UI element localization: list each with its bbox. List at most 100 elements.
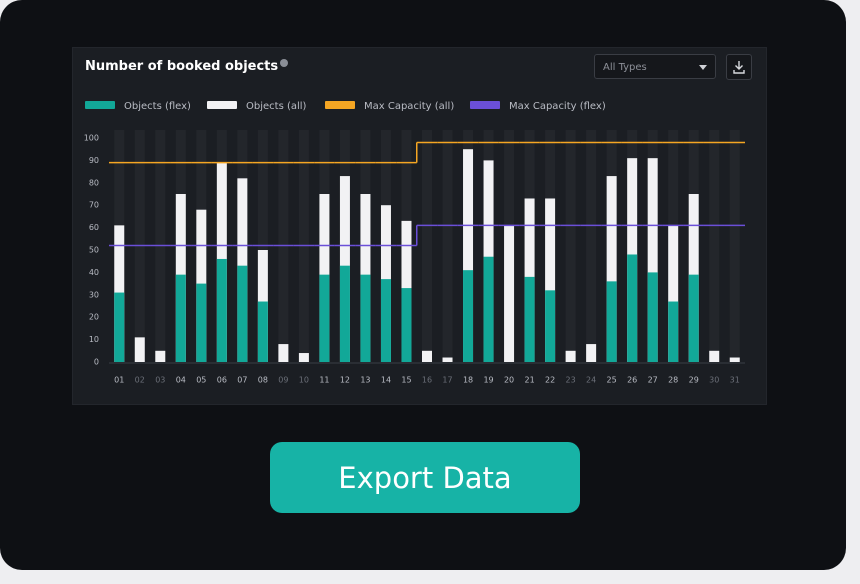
bar [483, 256, 494, 362]
bar [257, 301, 268, 362]
bar [134, 337, 145, 362]
x-tick-label: 13 [360, 376, 370, 385]
bar [237, 265, 248, 362]
legend-label: Max Capacity (all) [364, 101, 454, 112]
x-tick-label: 03 [155, 376, 165, 385]
x-tick-label: 26 [627, 376, 637, 385]
bar [709, 350, 720, 362]
export-button[interactable]: Export Data [270, 442, 580, 513]
x-tick-label: 20 [504, 376, 514, 385]
bar [463, 149, 474, 362]
legend-label: Objects (flex) [124, 101, 191, 112]
y-tick-label: 20 [89, 313, 99, 322]
x-tick-label: 07 [237, 376, 247, 385]
bar [627, 254, 638, 362]
bar [298, 353, 309, 362]
bar [668, 225, 679, 362]
x-tick-label: 14 [381, 376, 391, 385]
x-tick-label: 02 [135, 376, 145, 385]
bar [545, 198, 556, 362]
bar [155, 350, 166, 362]
x-tick-label: 28 [668, 376, 678, 385]
x-tick-label: 06 [217, 376, 227, 385]
x-tick-label: 18 [463, 376, 473, 385]
y-tick-label: 100 [84, 134, 99, 143]
legend-label: Objects (all) [246, 101, 307, 112]
x-tick-label: 09 [278, 376, 288, 385]
bar [380, 279, 391, 362]
y-tick-label: 50 [89, 246, 99, 255]
download-icon [733, 61, 745, 74]
column-stripe [729, 130, 740, 362]
bar [688, 274, 699, 362]
legend-label: Max Capacity (flex) [509, 101, 606, 112]
type-filter[interactable]: All Types [594, 54, 716, 79]
column-stripe [565, 130, 576, 362]
x-tick-label: 22 [545, 376, 555, 385]
y-tick-label: 80 [89, 178, 99, 187]
x-tick-label: 27 [648, 376, 658, 385]
bar [175, 274, 186, 362]
bar [606, 176, 617, 362]
x-tick-label: 19 [483, 376, 493, 385]
y-tick-label: 40 [89, 268, 99, 277]
legend-swatch [325, 101, 355, 109]
x-tick-label: 11 [319, 376, 329, 385]
bar [504, 225, 515, 362]
bar [360, 274, 371, 362]
x-tick-label: 16 [422, 376, 432, 385]
bar [647, 272, 658, 362]
bar [606, 281, 617, 362]
x-tick-label: 21 [524, 376, 534, 385]
download-button[interactable] [726, 54, 752, 80]
bar [422, 350, 432, 362]
y-tick-label: 70 [89, 201, 99, 210]
x-tick-label: 31 [730, 376, 740, 385]
y-tick-label: 10 [89, 335, 99, 344]
y-tick-label: 0 [94, 358, 99, 367]
bar [524, 276, 535, 362]
y-tick-label: 90 [89, 156, 99, 165]
column-stripe [586, 130, 597, 362]
chart-title: Number of booked objects [85, 59, 289, 74]
bar [565, 350, 576, 362]
bar [586, 344, 597, 362]
bar [545, 290, 556, 362]
bar [401, 288, 412, 362]
x-tick-label: 08 [258, 376, 268, 385]
info-icon[interactable] [280, 59, 289, 67]
bar [114, 292, 125, 362]
bar [729, 357, 740, 362]
bar [196, 283, 207, 362]
bar [278, 344, 289, 362]
x-tick-label: 15 [401, 376, 411, 385]
legend-swatch [85, 101, 115, 109]
column-stripe [422, 130, 432, 362]
y-tick-label: 60 [89, 223, 99, 232]
legend-swatch [207, 101, 237, 109]
x-tick-label: 30 [709, 376, 719, 385]
bar [668, 301, 679, 362]
x-tick-label: 12 [340, 376, 350, 385]
bar [319, 274, 330, 362]
x-tick-label: 24 [586, 376, 596, 385]
bar [442, 357, 453, 362]
x-tick-label: 23 [566, 376, 576, 385]
x-tick-label: 25 [607, 376, 617, 385]
x-tick-label: 04 [176, 376, 186, 385]
x-tick-label: 17 [442, 376, 452, 385]
title-text: Number of booked objects [85, 59, 279, 74]
x-tick-label: 10 [299, 376, 309, 385]
legend-swatch [470, 101, 500, 109]
bar [647, 158, 658, 362]
x-tick-label: 05 [196, 376, 206, 385]
x-tick-label: 01 [114, 376, 124, 385]
bar [216, 258, 227, 362]
column-stripe [709, 130, 720, 362]
x-tick-label: 29 [689, 376, 699, 385]
bar [463, 270, 474, 362]
column-stripe [442, 130, 453, 362]
y-tick-label: 30 [89, 290, 99, 299]
